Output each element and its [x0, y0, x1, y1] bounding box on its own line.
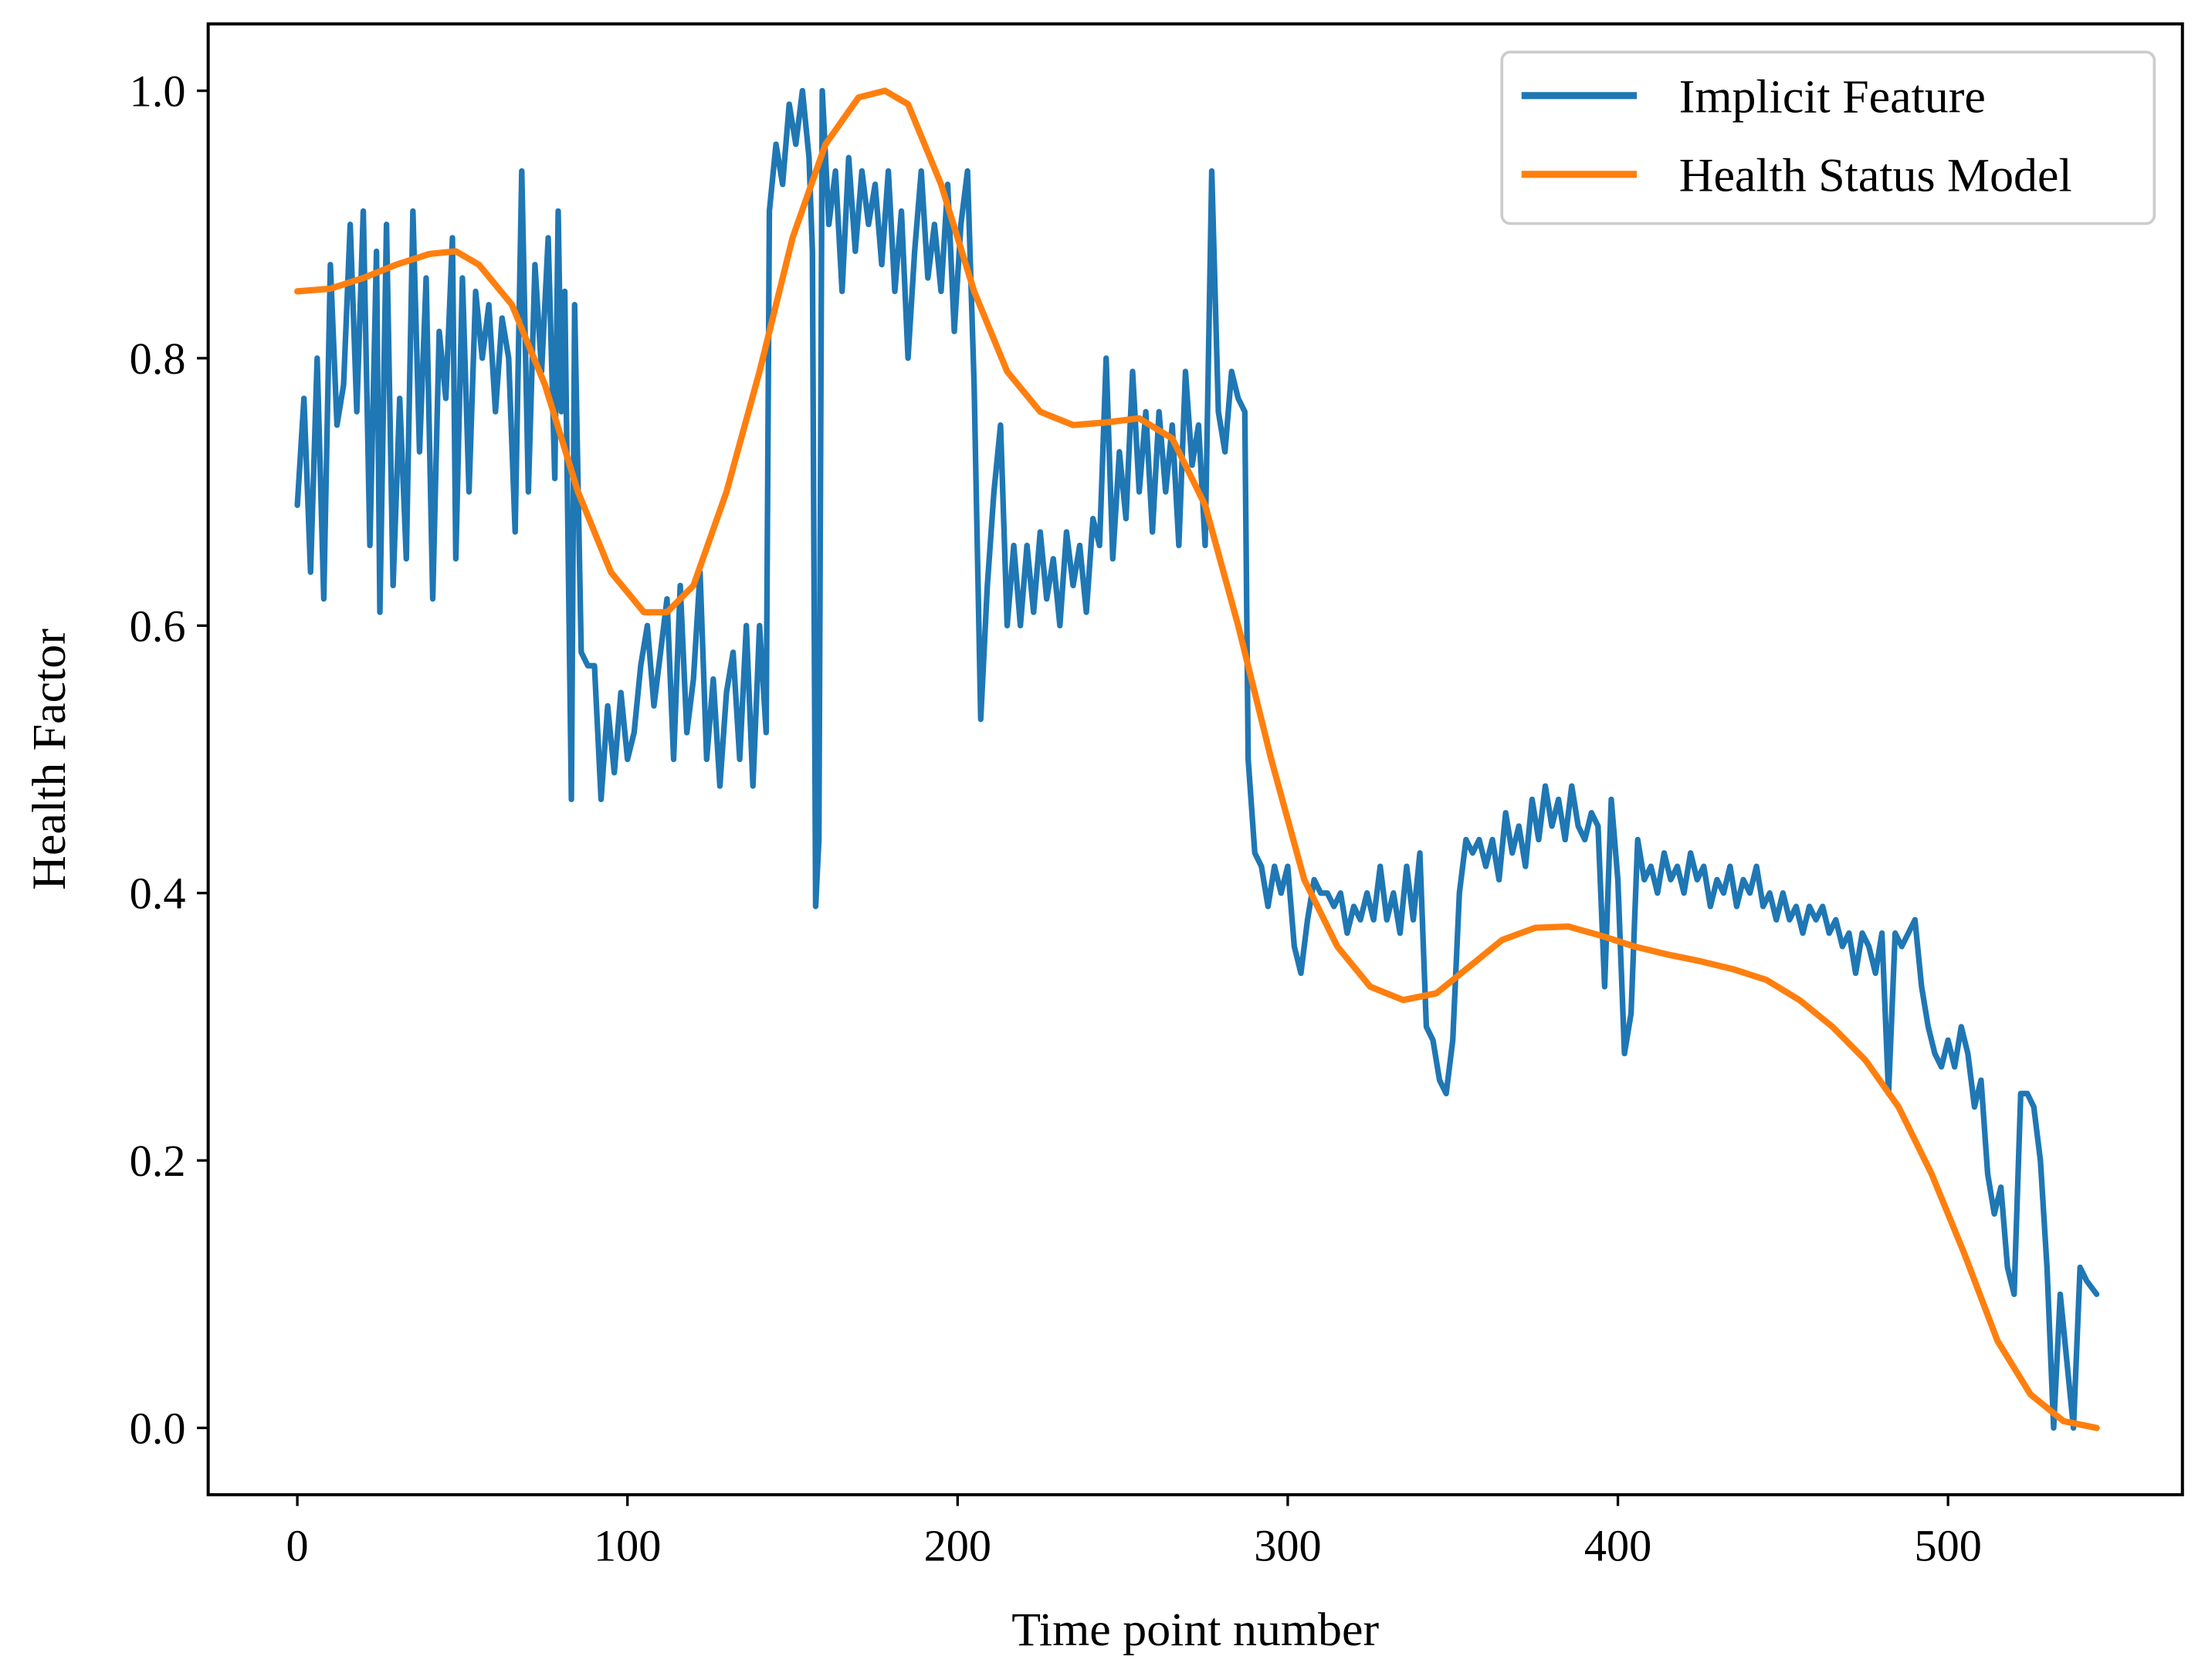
- x-tick-label: 100: [594, 1521, 661, 1571]
- legend-label-implicit-feature: Implicit Feature: [1679, 71, 1986, 124]
- y-tick-label: 0.8: [130, 334, 186, 384]
- x-axis-ticks: 0 100 200 300 400 500: [286, 1495, 1982, 1571]
- series-layer: [294, 87, 2100, 1431]
- series-line-implicit-feature: [294, 87, 2100, 1431]
- y-tick-label: 0.0: [130, 1403, 186, 1453]
- x-axis-label: Time point number: [1011, 1604, 1379, 1656]
- x-tick-label: 400: [1584, 1521, 1651, 1571]
- x-tick-label: 0: [286, 1521, 309, 1571]
- x-tick-label: 500: [1914, 1521, 1981, 1571]
- legend-label-health-status-model: Health Status Model: [1679, 150, 2072, 202]
- legend-box: [1500, 50, 2156, 225]
- plot-frame: [206, 22, 2184, 1497]
- y-tick-label: 1.0: [130, 66, 186, 117]
- series-line-health-status-model: [294, 87, 2100, 1431]
- x-tick-label: 200: [924, 1521, 991, 1571]
- y-tick-label: 0.6: [130, 601, 186, 651]
- y-tick-label: 0.2: [130, 1136, 186, 1186]
- y-axis-label: Health Factor: [23, 628, 76, 890]
- x-tick-label: 300: [1254, 1521, 1321, 1571]
- y-tick-label: 0.4: [130, 869, 186, 919]
- legend: Implicit Feature Health Status Model: [1500, 50, 2156, 225]
- y-axis-ticks: 0.0 0.2 0.4 0.6 0.8 1.0: [130, 66, 208, 1453]
